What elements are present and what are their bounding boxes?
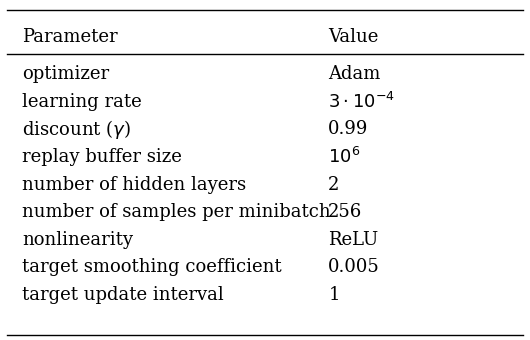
Text: Adam: Adam xyxy=(328,65,381,83)
Text: optimizer: optimizer xyxy=(22,65,110,83)
Text: target smoothing coefficient: target smoothing coefficient xyxy=(22,258,282,276)
Text: $3 \cdot 10^{-4}$: $3 \cdot 10^{-4}$ xyxy=(328,91,395,112)
Text: discount ($\gamma$): discount ($\gamma$) xyxy=(22,118,131,141)
Text: target update interval: target update interval xyxy=(22,286,224,304)
Text: 0.99: 0.99 xyxy=(328,120,369,138)
Text: number of samples per minibatch: number of samples per minibatch xyxy=(22,203,331,221)
Text: number of hidden layers: number of hidden layers xyxy=(22,175,246,193)
Text: Parameter: Parameter xyxy=(22,28,118,46)
Text: learning rate: learning rate xyxy=(22,92,142,110)
Text: 0.005: 0.005 xyxy=(328,258,380,276)
Text: 1: 1 xyxy=(328,286,340,304)
Text: 256: 256 xyxy=(328,203,363,221)
Text: Value: Value xyxy=(328,28,378,46)
Text: replay buffer size: replay buffer size xyxy=(22,148,182,166)
Text: ReLU: ReLU xyxy=(328,231,378,249)
Text: 2: 2 xyxy=(328,175,340,193)
Text: $10^6$: $10^6$ xyxy=(328,147,360,167)
Text: nonlinearity: nonlinearity xyxy=(22,231,134,249)
